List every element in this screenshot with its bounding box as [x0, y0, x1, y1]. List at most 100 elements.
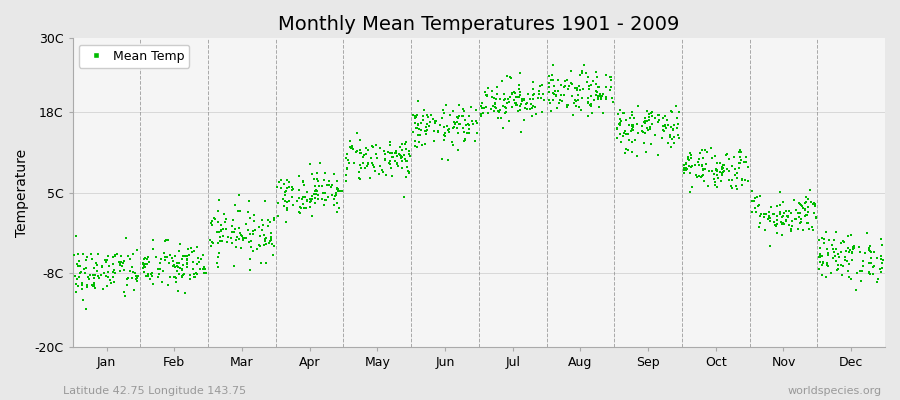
- Point: [292, 195, 307, 202]
- Point: [572, 86, 587, 93]
- Point: [88, 260, 103, 266]
- Point: [614, 138, 628, 145]
- Point: [390, 161, 404, 168]
- Point: [176, 272, 191, 278]
- Point: [160, 237, 175, 243]
- Point: [399, 146, 413, 152]
- Point: [734, 149, 749, 156]
- Point: [106, 267, 121, 273]
- Point: [307, 190, 321, 197]
- Point: [418, 106, 432, 113]
- Point: [84, 251, 98, 257]
- Point: [613, 107, 627, 113]
- Point: [698, 161, 713, 167]
- Point: [862, 260, 877, 266]
- Point: [264, 230, 278, 236]
- Point: [508, 90, 522, 96]
- Point: [842, 245, 856, 252]
- Point: [598, 94, 613, 100]
- Point: [519, 106, 534, 113]
- Point: [413, 120, 428, 127]
- Point: [774, 219, 788, 226]
- Point: [439, 123, 454, 129]
- Point: [414, 126, 428, 133]
- Point: [311, 178, 326, 184]
- Point: [838, 248, 852, 255]
- Point: [401, 151, 416, 157]
- Point: [693, 150, 707, 157]
- Point: [489, 96, 503, 102]
- Point: [385, 173, 400, 179]
- Point: [565, 93, 580, 100]
- Point: [253, 243, 267, 250]
- Point: [382, 157, 397, 164]
- Point: [489, 96, 503, 102]
- Point: [510, 108, 525, 114]
- Point: [220, 238, 234, 245]
- Point: [784, 226, 798, 233]
- Point: [658, 112, 672, 119]
- Point: [626, 112, 640, 118]
- Point: [652, 112, 666, 118]
- Point: [105, 268, 120, 275]
- Point: [230, 244, 244, 250]
- Point: [696, 166, 710, 173]
- Point: [300, 189, 314, 196]
- Point: [644, 110, 658, 116]
- Point: [248, 212, 262, 218]
- Point: [584, 82, 598, 88]
- Point: [110, 251, 124, 257]
- Point: [170, 260, 184, 266]
- Point: [99, 259, 113, 266]
- Point: [645, 109, 660, 116]
- Point: [334, 188, 348, 194]
- Point: [778, 218, 793, 225]
- Point: [776, 198, 790, 205]
- Point: [620, 147, 634, 154]
- Point: [192, 259, 206, 266]
- Point: [278, 189, 293, 196]
- Point: [152, 270, 166, 277]
- Point: [213, 228, 228, 234]
- Point: [266, 240, 280, 247]
- Point: [360, 163, 374, 169]
- Point: [478, 89, 492, 96]
- Point: [637, 140, 652, 146]
- Point: [388, 150, 402, 156]
- Point: [745, 209, 760, 215]
- Point: [709, 168, 724, 174]
- Point: [293, 204, 308, 211]
- Point: [364, 160, 379, 166]
- Point: [73, 270, 87, 276]
- Point: [391, 162, 405, 169]
- Point: [378, 151, 392, 158]
- Point: [590, 93, 605, 99]
- Point: [550, 105, 564, 112]
- Point: [73, 262, 87, 269]
- Point: [410, 125, 424, 131]
- Point: [836, 262, 850, 269]
- Point: [497, 91, 511, 97]
- Point: [507, 97, 521, 103]
- Point: [70, 276, 85, 282]
- Point: [299, 204, 313, 211]
- Point: [671, 121, 686, 128]
- Point: [455, 113, 470, 120]
- Point: [728, 172, 742, 178]
- Point: [827, 237, 842, 243]
- Point: [732, 165, 746, 172]
- Point: [436, 107, 451, 114]
- Point: [419, 128, 434, 134]
- Point: [413, 132, 428, 138]
- Point: [694, 174, 708, 180]
- Point: [70, 251, 85, 258]
- Point: [451, 115, 465, 122]
- Point: [296, 178, 310, 185]
- Point: [68, 252, 82, 258]
- Point: [519, 100, 534, 107]
- Point: [713, 160, 727, 166]
- Point: [418, 141, 432, 147]
- Point: [835, 272, 850, 278]
- Point: [188, 274, 202, 280]
- Point: [757, 211, 771, 217]
